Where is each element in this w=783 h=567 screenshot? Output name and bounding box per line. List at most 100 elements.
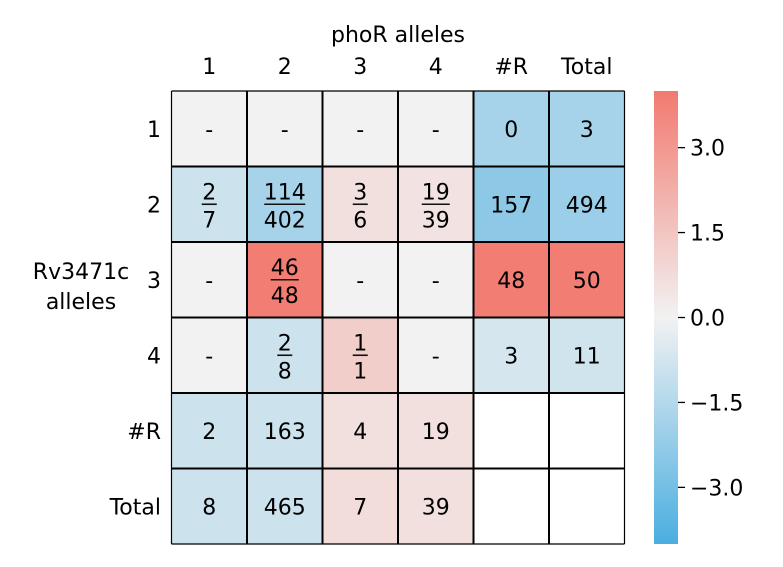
cell-denominator: 39	[422, 208, 450, 233]
heatmap-cell	[473, 393, 549, 469]
row-label: 4	[147, 344, 161, 369]
cell-numerator: 2	[278, 331, 292, 356]
heatmap-cell	[549, 393, 625, 469]
row-label: #R	[127, 420, 161, 445]
cell-background	[247, 468, 323, 544]
heatmap-cell: 50	[549, 242, 625, 318]
heatmap-cell: 11	[322, 317, 398, 393]
cell-numerator: 19	[422, 180, 450, 205]
cell-background	[473, 393, 549, 469]
row-label: 1	[147, 118, 161, 143]
cell-value: 50	[573, 269, 601, 294]
column-label: #R	[494, 55, 528, 80]
cell-background	[171, 468, 247, 544]
colorbar	[654, 91, 678, 544]
cell-background	[473, 91, 549, 167]
y-axis-title-line2: alleles	[46, 290, 116, 315]
cell-background	[171, 317, 247, 393]
heatmap-cell: 36	[322, 166, 398, 242]
cell-background	[398, 242, 474, 318]
cell-background	[549, 91, 625, 167]
heatmap-cell: 4	[322, 393, 398, 469]
heatmap-cell: 2	[171, 393, 247, 469]
cell-background	[322, 91, 398, 167]
heatmap-cell: 8	[171, 468, 247, 544]
cell-value: 2	[202, 420, 216, 445]
cell-value: -	[356, 269, 364, 294]
heatmap-cell: -	[171, 317, 247, 393]
cell-background	[398, 393, 474, 469]
cell-value: 0	[504, 118, 518, 143]
cell-value: 7	[353, 495, 367, 520]
heatmap-cell: -	[171, 91, 247, 167]
cell-value: -	[205, 269, 213, 294]
heatmap-cell: -	[398, 242, 474, 318]
cell-background	[171, 91, 247, 167]
cell-value: 8	[202, 495, 216, 520]
heatmap-cell: 48	[473, 242, 549, 318]
cell-background	[473, 166, 549, 242]
cell-value: 3	[504, 344, 518, 369]
cell-denominator: 48	[271, 284, 299, 309]
cell-background	[322, 468, 398, 544]
heatmap-cell: 27	[171, 166, 247, 242]
cell-background	[473, 317, 549, 393]
heatmap-cell: 494	[549, 166, 625, 242]
cell-value: 4	[353, 420, 367, 445]
colorbar-tick-label: 0.0	[690, 307, 725, 332]
cell-numerator: 1	[353, 331, 367, 356]
row-label: Total	[109, 495, 161, 520]
cell-numerator: 114	[264, 180, 306, 205]
row-labels: 1 2 3 4 #R Total	[109, 118, 161, 521]
x-axis-title: phoR alleles	[331, 23, 465, 48]
cell-denominator: 6	[353, 208, 367, 233]
heatmap-cell: 3	[473, 317, 549, 393]
cell-value: 3	[580, 118, 594, 143]
colorbar-tick-label: −1.5	[690, 391, 743, 416]
heatmap-cell	[549, 468, 625, 544]
cell-background	[247, 91, 323, 167]
cell-numerator: 46	[271, 256, 299, 281]
cell-background	[171, 393, 247, 469]
cell-background	[473, 468, 549, 544]
cell-value: -	[432, 118, 440, 143]
heatmap-cell: 39	[398, 468, 474, 544]
heatmap-cell: 19	[398, 393, 474, 469]
heatmap-cell: 0	[473, 91, 549, 167]
heatmap-cell: -	[171, 242, 247, 318]
cell-background	[247, 393, 323, 469]
column-label: 2	[278, 55, 292, 80]
colorbar-tick-label: −3.0	[690, 476, 743, 501]
cell-background	[322, 242, 398, 318]
cell-value: 494	[566, 193, 608, 218]
colorbar-ticks: 3.0 1.5 0.0 −1.5 −3.0	[678, 137, 743, 501]
heatmap-cell: -	[322, 242, 398, 318]
cell-value: 163	[264, 420, 306, 445]
column-label: 1	[202, 55, 216, 80]
heatmap-cell: 7	[322, 468, 398, 544]
cell-value: 11	[573, 344, 601, 369]
cell-background	[549, 317, 625, 393]
cell-background	[398, 91, 474, 167]
colorbar-tick-label: 1.5	[690, 222, 725, 247]
cell-background	[549, 166, 625, 242]
heatmap-cell: 28	[247, 317, 323, 393]
heatmap-cell: 465	[247, 468, 323, 544]
column-label: Total	[560, 55, 612, 80]
cell-value: 39	[422, 495, 450, 520]
heatmap-cell: -	[247, 91, 323, 167]
cell-value: -	[205, 344, 213, 369]
heatmap-cell	[473, 468, 549, 544]
cell-value: -	[432, 344, 440, 369]
colorbar-tick-label: 3.0	[690, 137, 725, 162]
cell-background	[171, 242, 247, 318]
cell-value: 19	[422, 420, 450, 445]
cell-value: 465	[264, 495, 306, 520]
heatmap-cell: -	[398, 317, 474, 393]
cell-denominator: 402	[264, 208, 306, 233]
heatmap-cell: -	[322, 91, 398, 167]
